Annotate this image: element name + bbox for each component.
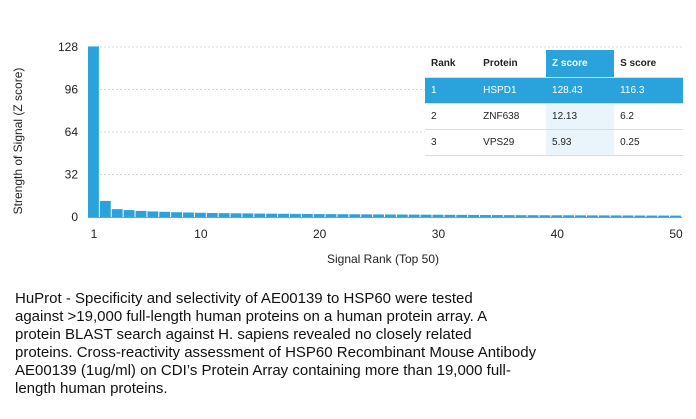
bar	[123, 210, 135, 217]
bar	[385, 214, 396, 217]
bar	[539, 215, 551, 217]
caption-line: HuProt - Specificity and selectivity of …	[15, 290, 473, 307]
cell-protein: VPS29	[477, 129, 547, 156]
bar	[480, 215, 491, 217]
header-protein: Protein	[477, 50, 547, 78]
bar	[503, 215, 515, 217]
header-s-score: S score	[614, 50, 683, 78]
bar	[230, 213, 242, 217]
bar-chart: 0 32 64 96 128 1 10 20 30 40 50 Strength of Signa…	[11, 40, 683, 266]
y-tick-label: 128	[58, 40, 78, 54]
y-tick-labels: 0 32 64 96 128	[58, 40, 78, 224]
bar	[206, 213, 218, 217]
bar	[420, 214, 432, 217]
figure-caption: HuProt - Specificity and selectivity of …	[15, 290, 687, 398]
y-axis-title: Strength of Signal (Z score)	[11, 68, 25, 215]
bar	[278, 213, 289, 217]
bar	[491, 215, 503, 217]
bar	[396, 214, 408, 217]
bar	[658, 215, 670, 217]
x-tick-label: 50	[669, 227, 683, 241]
caption-line: AE00139 (1ug/ml) on CDI’s Protein Array …	[15, 362, 511, 379]
header-z-score: Z score	[546, 50, 615, 78]
x-tick-label: 20	[313, 227, 327, 241]
bar	[242, 213, 254, 217]
bar	[575, 215, 586, 217]
bar	[289, 213, 301, 217]
bar	[586, 215, 598, 217]
cell-s-score: 0.25	[614, 129, 683, 156]
table-row: 2 ZNF638 12.13 6.2	[425, 103, 683, 130]
bar	[301, 213, 313, 217]
bar	[610, 215, 622, 217]
cell-rank: 3	[425, 129, 478, 156]
bar	[135, 210, 147, 217]
bars	[88, 46, 681, 218]
cell-s-score: 116.3	[614, 77, 683, 104]
bar	[111, 209, 123, 217]
header-rank: Rank	[425, 50, 478, 78]
bar	[527, 215, 539, 217]
bar	[88, 46, 99, 218]
y-tick-label: 0	[71, 210, 78, 224]
bar	[634, 215, 646, 217]
table-header-row: Rank Protein Z score S score	[425, 50, 683, 78]
bar	[373, 214, 384, 217]
bar	[218, 213, 230, 217]
x-tick-label: 10	[194, 227, 208, 241]
bar	[456, 214, 468, 218]
bar	[254, 213, 266, 217]
x-tick-label: 1	[91, 227, 98, 241]
bar	[147, 211, 159, 217]
bar	[337, 214, 349, 217]
cell-s-score: 6.2	[614, 103, 683, 130]
bar	[444, 214, 456, 217]
bar	[194, 212, 206, 217]
caption-line: length human proteins.	[15, 380, 168, 397]
bar	[515, 215, 527, 217]
x-tick-label: 40	[551, 227, 565, 241]
cell-rank: 1	[425, 77, 478, 104]
cell-protein: HSPD1	[477, 77, 547, 104]
bar	[313, 214, 325, 217]
bar	[183, 212, 194, 217]
score-table: Rank Protein Z score S score 1 HSPD1 128…	[425, 50, 683, 156]
cell-z-score: 5.93	[546, 129, 615, 156]
cell-rank: 2	[425, 103, 478, 130]
x-axis-title: Signal Rank (Top 50)	[327, 252, 439, 266]
x-tick-labels: 1 10 20 30 40 50	[91, 227, 683, 241]
cell-z-score: 128.43	[546, 77, 615, 104]
bar	[551, 215, 563, 217]
bar	[361, 214, 373, 217]
y-tick-label: 32	[65, 168, 79, 182]
bar	[598, 215, 610, 217]
bar	[468, 214, 480, 217]
caption-line: proteins. Cross-reactivity assessment of…	[15, 344, 537, 361]
bar	[99, 200, 111, 217]
bar	[349, 214, 361, 217]
gridlines	[88, 46, 682, 175]
bar	[432, 214, 444, 217]
table-row: 1 HSPD1 128.43 116.3	[425, 77, 683, 104]
table-row: 3 VPS29 5.93 0.25	[425, 129, 683, 156]
bar	[622, 215, 634, 217]
bar	[408, 214, 420, 217]
bar	[159, 211, 171, 217]
bar	[670, 215, 681, 217]
bar	[266, 213, 278, 217]
bar	[646, 215, 658, 217]
y-tick-label: 96	[65, 83, 79, 97]
bar	[171, 212, 183, 217]
caption-line: against >19,000 full-length human protei…	[15, 308, 488, 325]
y-tick-label: 64	[65, 125, 79, 139]
bar	[325, 214, 337, 217]
x-tick-label: 30	[432, 227, 446, 241]
bar	[563, 215, 575, 217]
cell-protein: ZNF638	[477, 103, 547, 130]
cell-z-score: 12.13	[546, 103, 615, 130]
caption-line: protein BLAST search against H. sapiens …	[15, 326, 472, 343]
